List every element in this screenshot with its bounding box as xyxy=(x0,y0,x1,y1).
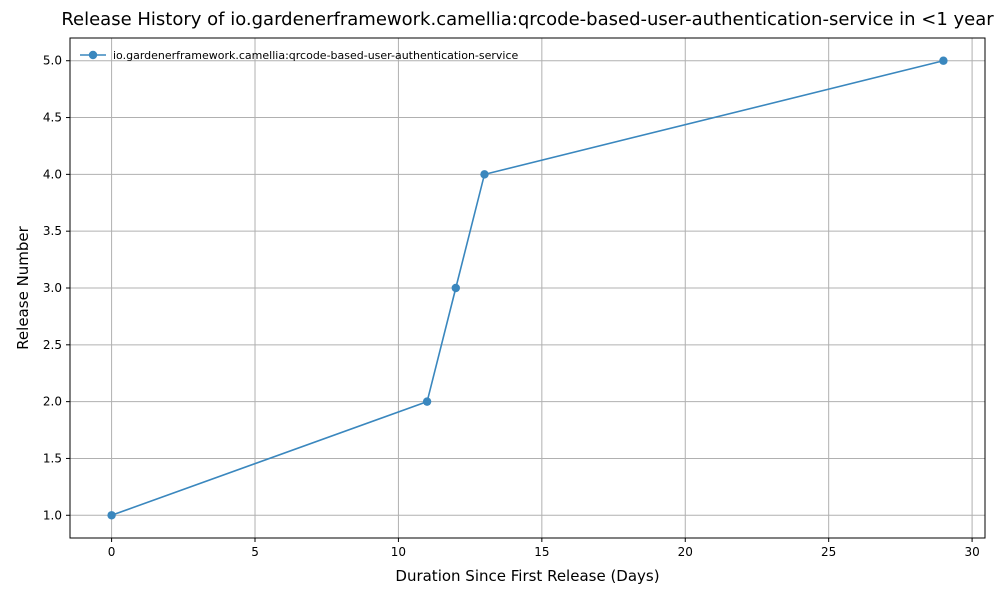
legend-marker-swatch xyxy=(88,50,98,60)
data-point xyxy=(451,283,460,293)
legend: io.gardenerframework.camellia:qrcode-bas… xyxy=(80,49,519,62)
y-tick-label: 4.5 xyxy=(43,111,62,125)
x-tick-label: 25 xyxy=(821,545,836,559)
y-tick-label: 4.0 xyxy=(43,167,62,181)
y-tick-label: 3.0 xyxy=(43,281,62,295)
y-tick-label: 1.5 xyxy=(43,451,62,465)
y-tick-label: 3.5 xyxy=(43,224,62,238)
data-point xyxy=(107,511,116,520)
y-axis-label: Release Number xyxy=(14,225,32,349)
x-tick-label: 0 xyxy=(108,545,116,559)
y-tick-label: 2.0 xyxy=(43,395,62,409)
x-tick-label: 15 xyxy=(534,545,549,559)
chart-title: Release History of io.gardenerframework.… xyxy=(61,9,994,30)
legend-entry-label: io.gardenerframework.camellia:qrcode-bas… xyxy=(113,49,519,62)
series-layer xyxy=(107,56,948,520)
grid xyxy=(70,38,985,538)
data-point xyxy=(480,170,489,179)
x-axis-label: Duration Since First Release (Days) xyxy=(395,567,659,585)
data-point xyxy=(422,397,432,406)
data-point xyxy=(939,56,948,65)
x-tick-label: 30 xyxy=(964,545,979,559)
x-tick-label: 5 xyxy=(251,545,259,559)
y-tick-label: 5.0 xyxy=(43,54,62,68)
y-tick-label: 2.5 xyxy=(43,338,62,352)
y-tick-label: 1.0 xyxy=(43,508,62,522)
x-tick-label: 20 xyxy=(678,545,693,559)
x-tick-label: 10 xyxy=(391,545,406,559)
axis-ticks: 0 5 10 15 20 25 30 1.0 1.5 2.0 2.5 3.0 3.5 4.0 4.5 5.0 xyxy=(43,54,980,559)
